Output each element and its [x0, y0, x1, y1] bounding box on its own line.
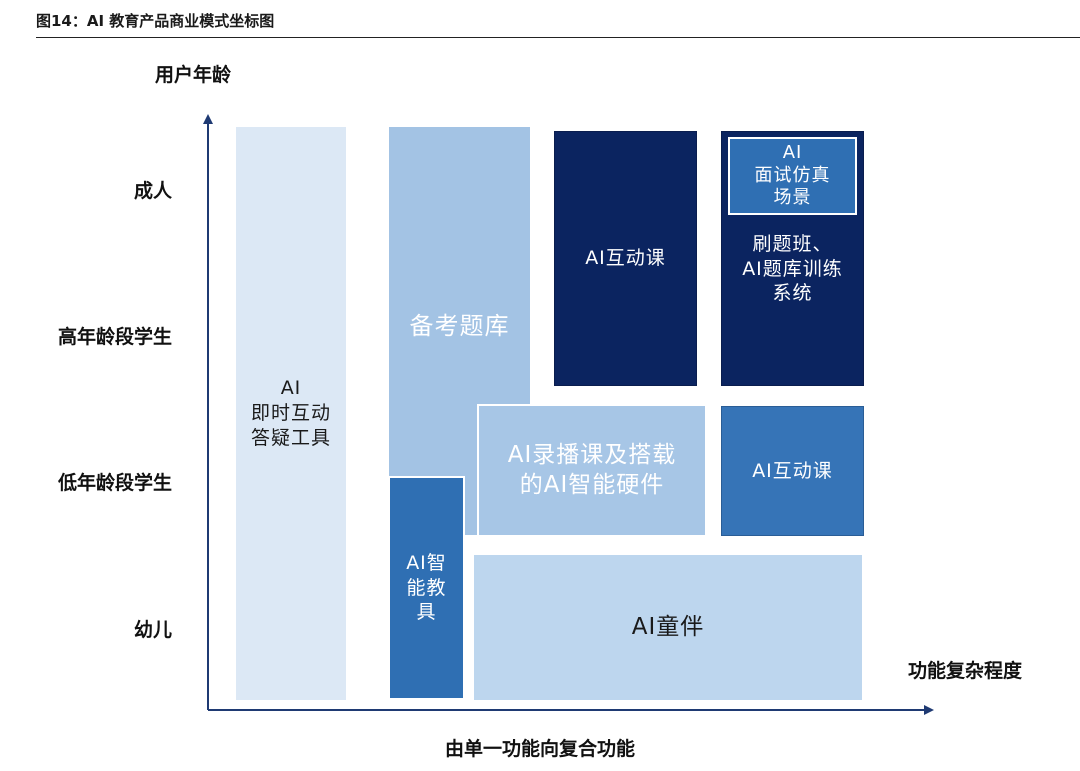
x-axis-title: 功能复杂程度 [908, 660, 1023, 682]
y-axis-title: 用户年龄 [155, 64, 232, 86]
y-tick-senior-student: 高年龄段学生 [57, 326, 172, 348]
title-rule [36, 37, 1080, 38]
box-ai-interactive-course-adult: AI互动课 [554, 131, 697, 386]
box-ai-smart-teaching-aid: AI智 能教 具 [388, 476, 465, 700]
figure-title: 图14：AI 教育产品商业模式坐标图 [36, 12, 275, 30]
y-tick-junior-student: 低年龄段学生 [57, 472, 172, 494]
y-tick-adult: 成人 [133, 180, 172, 202]
box-ai-recorded-course-hardware: AI录播课及搭载 的AI智能硬件 [477, 404, 707, 537]
box-ai-qa-tool: AI 即时互动 答疑工具 [236, 127, 346, 700]
box-ai-interactive-course-junior: AI互动课 [721, 406, 864, 536]
x-axis-caption: 由单一功能向复合功能 [444, 738, 635, 760]
box-ai-interview-simulation: AI 面试仿真 场景 [728, 137, 857, 215]
y-tick-preschool: 幼儿 [133, 619, 172, 641]
box-ai-companion: AI童伴 [474, 555, 862, 700]
